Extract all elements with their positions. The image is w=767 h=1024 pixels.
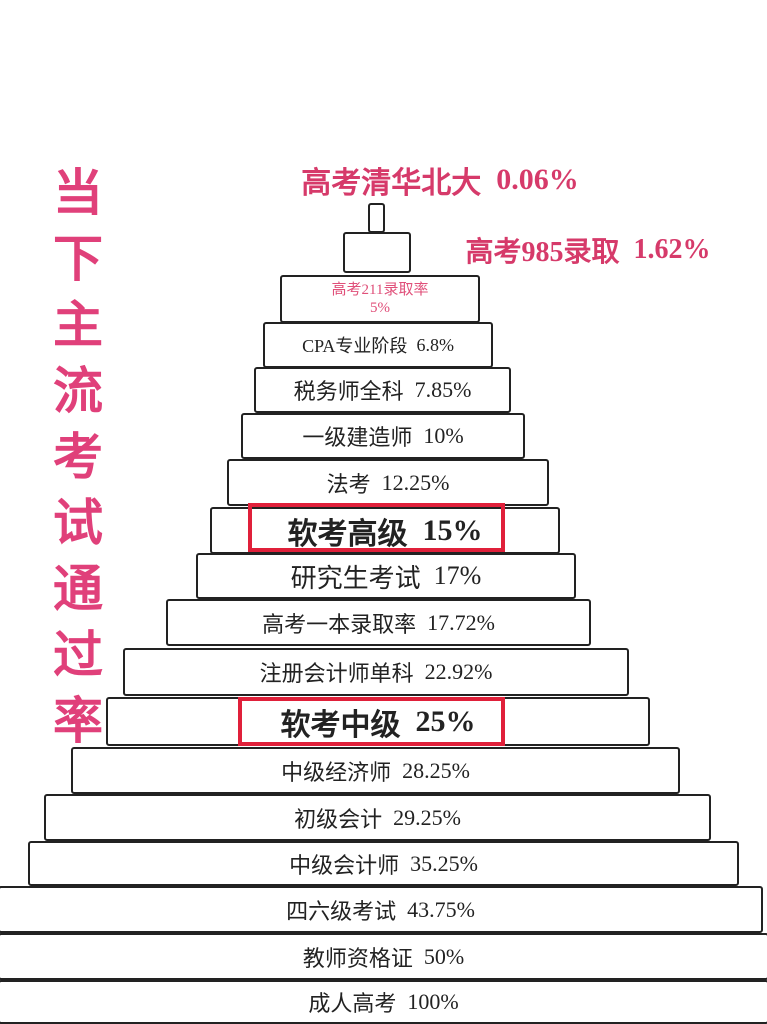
pyramid-step [0, 933, 767, 980]
step-label: 软考中级 25% [106, 697, 650, 746]
step-label: 中级会计师 35.25% [28, 841, 739, 886]
exam-rate: 0.06% [496, 163, 579, 196]
exam-rate: 10% [423, 423, 464, 448]
exam-rate: 6.8% [416, 334, 454, 355]
exam-name: 税务师全科 [293, 379, 404, 404]
exam-name: 高考一本录取率 [262, 611, 417, 637]
pyramid-step [166, 599, 591, 646]
exam-rate: 22.92% [424, 659, 493, 684]
exam-name: 中级经济师 [281, 759, 392, 785]
exam-rate: 25% [415, 704, 476, 738]
pyramid-step [196, 553, 576, 599]
step-label: 教师资格证 50% [0, 933, 767, 980]
exam-name: 高考985录取 [465, 237, 620, 268]
step-label: 高考985录取 1.62% [430, 230, 746, 270]
exam-rate: 5% [370, 300, 390, 316]
exam-name: CPA专业阶段 [302, 336, 408, 356]
step-label: 初级会计 29.25% [44, 794, 711, 841]
exam-name: 中级会计师 [289, 852, 400, 878]
exam-name: 一级建造师 [302, 425, 413, 450]
step-label: 一级建造师 10% [241, 413, 525, 459]
pyramid-step [343, 232, 411, 273]
step-label: 成人高考 100% [0, 980, 767, 1024]
exam-name: 注册会计师单科 [259, 661, 414, 686]
pyramid-step [241, 413, 525, 459]
exam-rate: 17% [433, 561, 482, 590]
exam-name: 高考清华北大 [301, 167, 482, 200]
exam-rate: 100% [407, 989, 459, 1014]
step-label: 法考 12.25% [227, 459, 549, 506]
exam-rate: 12.25% [381, 469, 450, 495]
step-label: 四六级考试 43.75% [0, 886, 763, 933]
pyramid-step [71, 747, 680, 794]
pyramid-step [0, 886, 763, 933]
exam-name: 初级会计 [294, 806, 383, 832]
exam-rate: 29.25% [393, 804, 461, 830]
exam-name: 高考211录取率 [331, 282, 429, 298]
exam-name: 教师资格证 [302, 945, 413, 971]
vertical-title: 当下主流考试通过率 [53, 165, 103, 749]
step-label: 高考清华北大 0.06% [260, 158, 620, 202]
step-label: 税务师全科 7.85% [254, 367, 511, 413]
exam-rate: 50% [423, 943, 465, 969]
step-label: 高考一本录取率 17.72% [166, 599, 591, 646]
exam-name: 软考中级 [280, 708, 401, 742]
exam-name: 法考 [326, 471, 371, 497]
highlight-box [248, 503, 505, 552]
exam-name: 研究生考试 [290, 563, 421, 593]
pyramid-step [263, 322, 493, 368]
pyramid-step [28, 841, 739, 886]
exam-rate: 15% [422, 513, 483, 547]
pyramid-step [123, 648, 629, 696]
step-label: 研究生考试 17% [196, 553, 576, 599]
pyramid-step [0, 980, 767, 1024]
exam-rate: 43.75% [407, 896, 475, 922]
step-label: 软考高级 15% [210, 507, 560, 554]
step-label: 注册会计师单科 22.92% [123, 648, 629, 696]
highlight-box [238, 697, 505, 746]
exam-rate: 17.72% [427, 609, 495, 635]
exam-rate: 1.62% [633, 234, 711, 265]
step-label: 中级经济师 28.25% [71, 747, 680, 794]
step-label: CPA专业阶段 6.8% [263, 322, 493, 368]
exam-name: 成人高考 [308, 991, 397, 1016]
pyramid-step [254, 367, 511, 413]
exam-name: 软考高级 [287, 517, 408, 551]
step-label: 高考211录取率 5% [280, 275, 480, 323]
exam-rate: 7.85% [414, 377, 472, 402]
pyramid-step [368, 203, 385, 233]
exam-rate: 28.25% [402, 757, 470, 783]
pyramid-step [44, 794, 711, 841]
exam-name: 四六级考试 [286, 898, 397, 924]
exam-rate: 35.25% [410, 850, 478, 876]
